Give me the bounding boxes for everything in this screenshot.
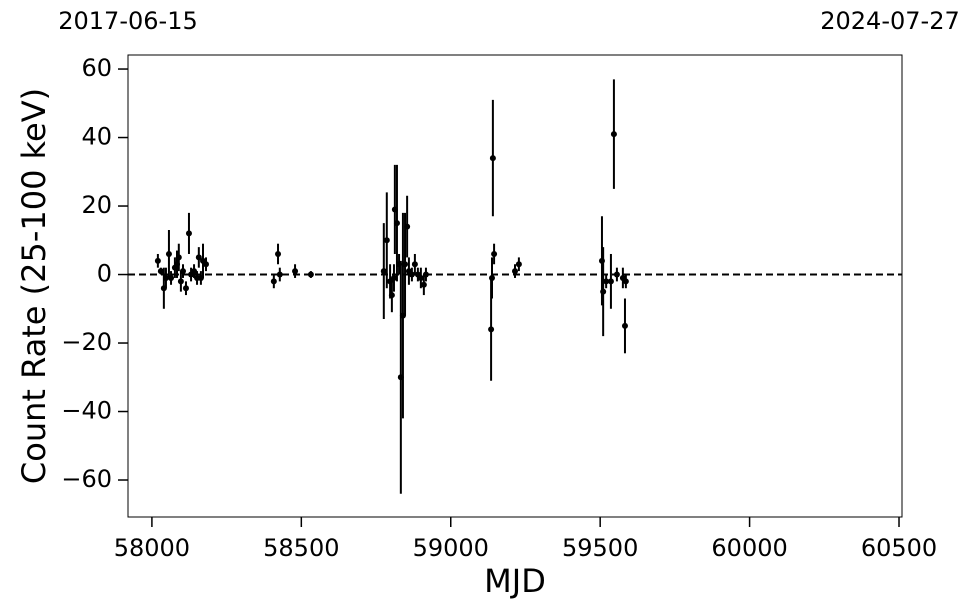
data-point [175,254,182,261]
y-axis-label: Count Rate (25-100 keV) [15,88,53,484]
data-point [157,268,164,275]
x-tick-label: 60000 [711,534,787,562]
data-point [195,254,202,261]
y-tick-label: 20 [81,191,112,219]
y-tick-label: −40 [61,397,112,425]
x-tick-label: 60500 [861,534,937,562]
top-date-label: 2017-06-15 [58,7,197,35]
data-point [154,257,161,264]
y-tick-label: −20 [61,328,112,356]
data-point [191,268,198,275]
data-point [276,271,283,278]
data-point [177,278,184,285]
data-point [202,261,209,268]
data-point [179,268,186,275]
data-point [307,271,314,278]
x-tick-label: 58500 [263,534,339,562]
plot-frame [127,54,903,518]
data-point [162,274,169,281]
x-axis-label: MJD [484,562,546,600]
data-point [292,268,299,275]
data-point [489,155,496,162]
data-point [165,250,172,257]
y-tick-label: −60 [61,465,112,493]
x-tick-label: 58000 [114,534,190,562]
data-point [402,261,409,268]
data-point [600,288,607,295]
data-point [488,326,495,333]
y-tick-label: 60 [81,54,112,82]
data-point [420,281,427,288]
data-point [168,274,175,281]
x-tick-label: 59000 [413,534,489,562]
data-point [491,250,498,257]
data-point [512,268,518,275]
data-point [380,268,387,275]
data-point [603,278,610,285]
data-point [185,230,192,237]
data-point [417,274,424,281]
data-point [383,237,390,244]
data-point [622,278,629,285]
data-point [610,131,617,138]
data-point [275,250,282,257]
data-point [270,278,277,285]
data-point [390,274,397,281]
data-point [182,285,189,292]
data-point [488,274,495,281]
top-date-label: 2024-07-27 [820,7,959,35]
data-point [613,271,620,278]
y-tick-label: 40 [81,123,112,151]
data-point [404,223,411,230]
x-tick-label: 59500 [562,534,638,562]
data-point [422,271,429,278]
data-point [408,271,415,278]
data-point [411,261,418,268]
y-tick-label: 0 [97,260,112,288]
data-point [388,292,395,299]
data-point [515,261,522,268]
data-point [607,278,614,285]
data-point [393,220,400,227]
data-point [621,322,628,329]
